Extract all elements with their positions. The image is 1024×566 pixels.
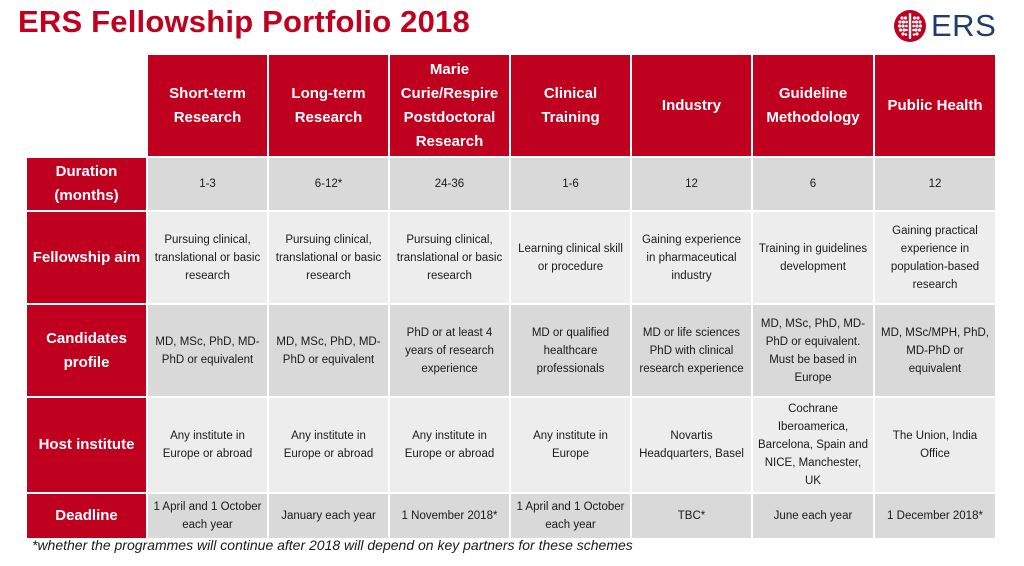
table-cell: 1 April and 1 October each year	[146, 492, 269, 540]
table-cell: Pursuing clinical, translational or basi…	[388, 210, 511, 305]
table-cell: Any institute in Europe or abroad	[388, 396, 511, 494]
table-cell: Any institute in Europe or abroad	[146, 396, 269, 494]
table-cell: Novartis Headquarters, Basel	[630, 396, 753, 494]
table-cell: Training in guidelines development	[751, 210, 875, 305]
table-cell: PhD or at least 4 years of research expe…	[388, 303, 511, 398]
table-row-duration: Duration (months) 1-3 6-12* 24-36 1-6 12…	[25, 156, 997, 212]
row-header: Deadline	[25, 492, 148, 540]
table-cell: Cochrane Iberoamerica, Barcelona, Spain …	[751, 396, 875, 494]
table-cell: 1 November 2018*	[388, 492, 511, 540]
fellowship-table: Short-term Research Long-term Research M…	[25, 53, 997, 540]
table-cell: June each year	[751, 492, 875, 540]
row-header: Fellowship aim	[25, 210, 148, 305]
column-header: Guideline Methodology	[751, 53, 875, 158]
lungs-globe-icon	[894, 10, 926, 42]
table-cell: MD, MSc, PhD, MD-PhD or equivalent	[267, 303, 390, 398]
corner-cell	[25, 53, 148, 158]
table-cell: 6	[751, 156, 875, 212]
table-cell: Pursuing clinical, translational or basi…	[267, 210, 390, 305]
table-cell: Gaining practical experience in populati…	[873, 210, 997, 305]
table-row-host: Host institute Any institute in Europe o…	[25, 396, 997, 494]
column-header: Short-term Research	[146, 53, 269, 158]
table-row-candidates: Candidates profile MD, MSc, PhD, MD-PhD …	[25, 303, 997, 398]
table-cell: 24-36	[388, 156, 511, 212]
logo-text: ERS	[931, 8, 997, 43]
table-row-deadline: Deadline 1 April and 1 October each year…	[25, 492, 997, 540]
footnote: *whether the programmes will continue af…	[32, 537, 633, 553]
table-cell: 6-12*	[267, 156, 390, 212]
column-header: Long-term Research	[267, 53, 390, 158]
page-title: ERS Fellowship Portfolio 2018	[18, 4, 470, 39]
table-cell: January each year	[267, 492, 390, 540]
ers-logo: ERS	[893, 8, 996, 44]
table-cell: 12	[630, 156, 753, 212]
header-row: Short-term Research Long-term Research M…	[25, 53, 997, 158]
table-row-aim: Fellowship aim Pursuing clinical, transl…	[25, 210, 997, 305]
table-cell: 1 December 2018*	[873, 492, 997, 540]
table-cell: MD, MSc/MPH, PhD, MD-PhD or equivalent	[873, 303, 997, 398]
table-cell: MD, MSc, PhD, MD-PhD or equivalent. Must…	[751, 303, 875, 398]
table-cell: TBC*	[630, 492, 753, 540]
table-cell: MD or life sciences PhD with clinical re…	[630, 303, 753, 398]
column-header: Industry	[630, 53, 753, 158]
table-cell: Pursuing clinical, translational or basi…	[146, 210, 269, 305]
table-cell: Learning clinical skill or procedure	[509, 210, 632, 305]
column-header: Public Health	[873, 53, 997, 158]
table-cell: The Union, India Office	[873, 396, 997, 494]
table-cell: 1 April and 1 October each year	[509, 492, 632, 540]
row-header: Host institute	[25, 396, 148, 494]
table-cell: MD or qualified healthcare professionals	[509, 303, 632, 398]
table-cell: 1-6	[509, 156, 632, 212]
table-cell: Gaining experience in pharmaceutical ind…	[630, 210, 753, 305]
table-cell: Any institute in Europe or abroad	[267, 396, 390, 494]
column-header: Marie Curie/Respire Postdoctoral Researc…	[388, 53, 511, 158]
table-cell: 12	[873, 156, 997, 212]
table-cell: MD, MSc, PhD, MD-PhD or equivalent	[146, 303, 269, 398]
row-header: Candidates profile	[25, 303, 148, 398]
row-header: Duration (months)	[25, 156, 148, 212]
table-cell: Any institute in Europe	[509, 396, 632, 494]
column-header: Clinical Training	[509, 53, 632, 158]
table-cell: 1-3	[146, 156, 269, 212]
